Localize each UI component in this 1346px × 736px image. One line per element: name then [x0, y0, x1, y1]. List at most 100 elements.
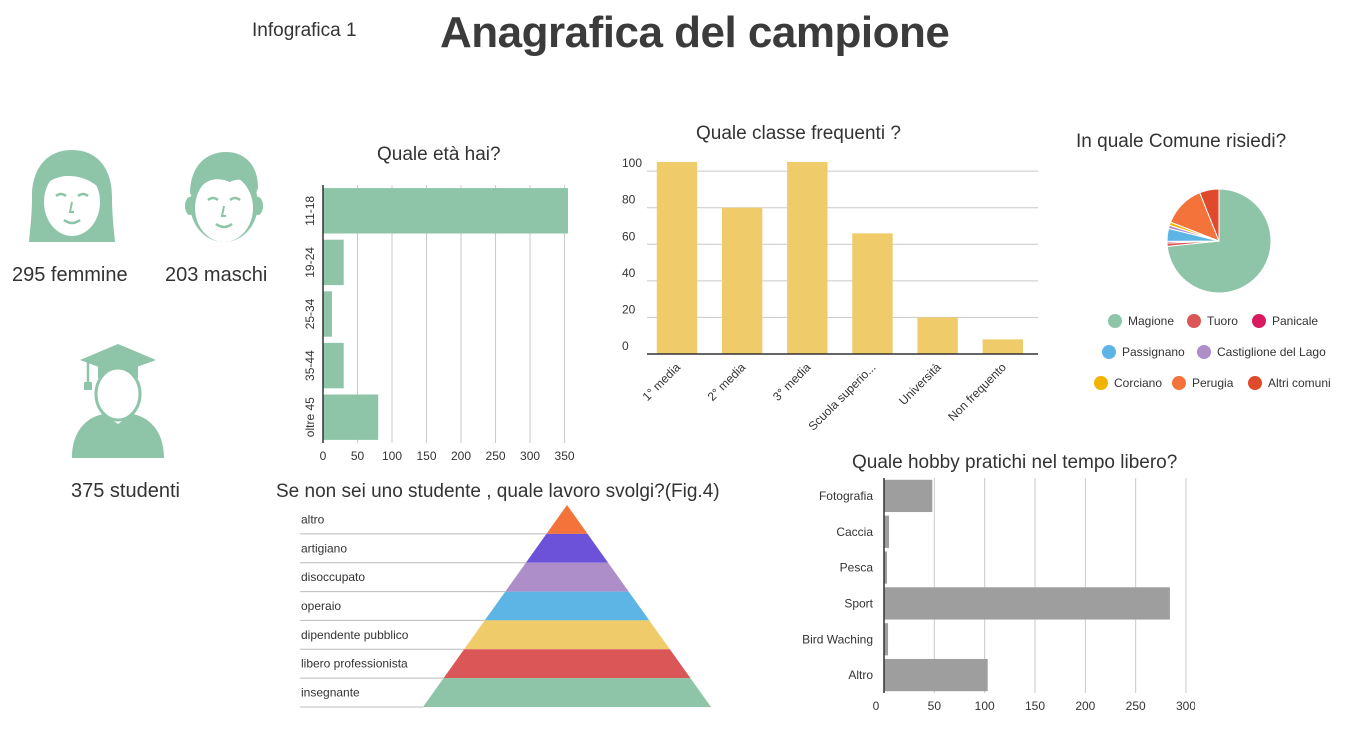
hobby-chart-title: Quale hobby pratichi nel tempo libero?	[852, 452, 1178, 473]
job-pyramid-label: altro	[301, 512, 325, 526]
job-pyramid-label: artigiano	[301, 541, 347, 555]
age-y-tick-label: oltre 45	[303, 397, 317, 437]
job-pyramid-level	[525, 533, 609, 563]
student-count: 375 studenti	[71, 480, 180, 502]
class-y-tick-label: 20	[622, 302, 636, 316]
age-bar	[323, 291, 332, 337]
hobby-x-tick-label: 150	[1025, 699, 1045, 713]
class-bar	[917, 317, 958, 354]
page-title: Anagrafica del campione	[440, 8, 950, 57]
age-bar-chart: 0 50 100 150 200 250 300 350 11-18 19-24 25-34 35-4…	[303, 185, 575, 463]
female-count: 295 femmine	[12, 264, 128, 286]
comune-legend-label: Altri comuni	[1268, 376, 1331, 390]
hobby-x-tick-label: 50	[928, 699, 942, 713]
class-y-tick-label: 0	[622, 339, 629, 353]
class-bar	[982, 339, 1024, 354]
comune-legend-marker	[1252, 314, 1266, 328]
hobby-x-tick-label: 100	[975, 699, 995, 713]
male-count: 203 maschi	[165, 264, 268, 286]
hobby-bar	[884, 515, 890, 548]
age-x-tick-label: 300	[520, 449, 540, 463]
age-x-tick-label: 150	[417, 449, 437, 463]
hobby-bar	[884, 658, 988, 692]
comune-legend-label: Corciano	[1114, 376, 1162, 390]
age-x-tick-label: 50	[351, 449, 365, 463]
class-x-tick-label: Non frequento	[945, 360, 1009, 424]
job-pyramid-level	[423, 678, 711, 707]
graduate-student-icon	[72, 344, 164, 458]
comune-legend-label: Perugia	[1192, 376, 1234, 390]
hobby-bar	[884, 551, 888, 584]
age-bar	[323, 342, 344, 389]
job-pyramid-level	[464, 620, 670, 650]
infografica-label: Infografica 1	[252, 20, 357, 41]
hobby-x-tick-label: 200	[1075, 699, 1095, 713]
age-x-tick-label: 350	[555, 449, 575, 463]
class-bar-chart: 0 20 40 60 80 100 1° media 2° media 3° mediaScuo…	[622, 156, 1038, 433]
age-x-tick-label: 250	[486, 449, 506, 463]
job-pyramid-label: dipendente pubblico	[301, 628, 409, 642]
class-bar	[852, 233, 893, 354]
class-y-tick-label: 40	[622, 266, 636, 280]
hobby-y-tick-label: Bird Waching	[802, 632, 873, 646]
class-bar	[787, 162, 828, 354]
comune-pie-slice	[1199, 188, 1220, 242]
comune-legend-marker	[1197, 345, 1211, 359]
hobby-y-tick-label: Fotografia	[819, 489, 873, 503]
class-chart-title: Quale classe frequenti ?	[696, 123, 901, 144]
class-x-tick-label: 2° media	[705, 360, 749, 404]
class-x-tick-label: 3° media	[770, 360, 814, 404]
comune-legend-label: Magione	[1128, 314, 1174, 328]
hobby-bar	[884, 479, 933, 513]
class-y-tick-label: 60	[622, 229, 636, 243]
age-chart-title: Quale età hai?	[377, 144, 501, 165]
age-x-tick-label: 0	[320, 449, 327, 463]
job-pyramid-label: libero professionista	[301, 657, 408, 671]
job-pyramid-label: disoccupato	[301, 570, 365, 584]
age-bar	[323, 394, 379, 440]
job-pyramid-chart: altro artigiano disoccupato operaio dipenden…	[300, 505, 711, 708]
comune-legend-marker	[1102, 345, 1116, 359]
class-x-tick-label: Scuola superio...	[805, 360, 878, 433]
comune-pie-chart: Magione Tuoro Panicale Passignano Castiglion…	[1094, 188, 1331, 390]
job-chart-title: Se non sei uno studente , quale lavoro s…	[276, 481, 720, 502]
age-y-tick-label: 19-24	[303, 247, 317, 278]
class-x-tick-label: Università	[896, 360, 944, 408]
male-face-icon	[185, 152, 263, 242]
age-bar	[323, 188, 568, 234]
job-pyramid-label: operaio	[301, 599, 341, 613]
class-x-tick-label: 1° media	[640, 360, 684, 404]
hobby-bar-chart: 0 50 100 150 200 250 300 Fotografia Caccia Pesca S…	[802, 478, 1195, 713]
job-pyramid-level	[546, 505, 588, 534]
comune-legend-marker	[1094, 376, 1108, 390]
comune-legend-marker	[1248, 376, 1262, 390]
comune-legend-marker	[1172, 376, 1186, 390]
class-y-tick-label: 80	[622, 193, 636, 207]
comune-legend-marker	[1108, 314, 1122, 328]
hobby-bar	[884, 623, 889, 656]
age-x-tick-label: 200	[451, 449, 471, 463]
age-bar	[323, 239, 344, 286]
comune-legend-marker	[1187, 314, 1201, 328]
hobby-y-tick-label: Altro	[848, 668, 873, 682]
hobby-y-tick-label: Sport	[844, 596, 873, 610]
hobby-y-tick-label: Caccia	[836, 525, 873, 539]
comune-legend-label: Panicale	[1272, 314, 1318, 328]
age-y-tick-label: 25-34	[303, 298, 317, 329]
age-x-tick-label: 100	[382, 449, 402, 463]
job-pyramid-level	[443, 649, 691, 679]
job-pyramid-level	[484, 591, 650, 621]
hobby-x-tick-label: 0	[873, 699, 880, 713]
comune-legend-label: Castiglione del Lago	[1217, 345, 1326, 359]
class-bar	[656, 162, 698, 354]
female-face-icon	[29, 150, 115, 242]
hobby-bar	[884, 587, 1170, 620]
hobby-x-tick-label: 300	[1176, 699, 1195, 713]
hobby-x-tick-label: 250	[1126, 699, 1146, 713]
comune-chart-title: In quale Comune risiedi?	[1076, 131, 1287, 152]
age-y-tick-label: 11-18	[303, 196, 317, 226]
comune-legend-label: Tuoro	[1207, 314, 1238, 328]
job-pyramid-label: insegnante	[301, 686, 360, 700]
job-pyramid-level	[505, 562, 629, 592]
hobby-y-tick-label: Pesca	[840, 561, 874, 575]
